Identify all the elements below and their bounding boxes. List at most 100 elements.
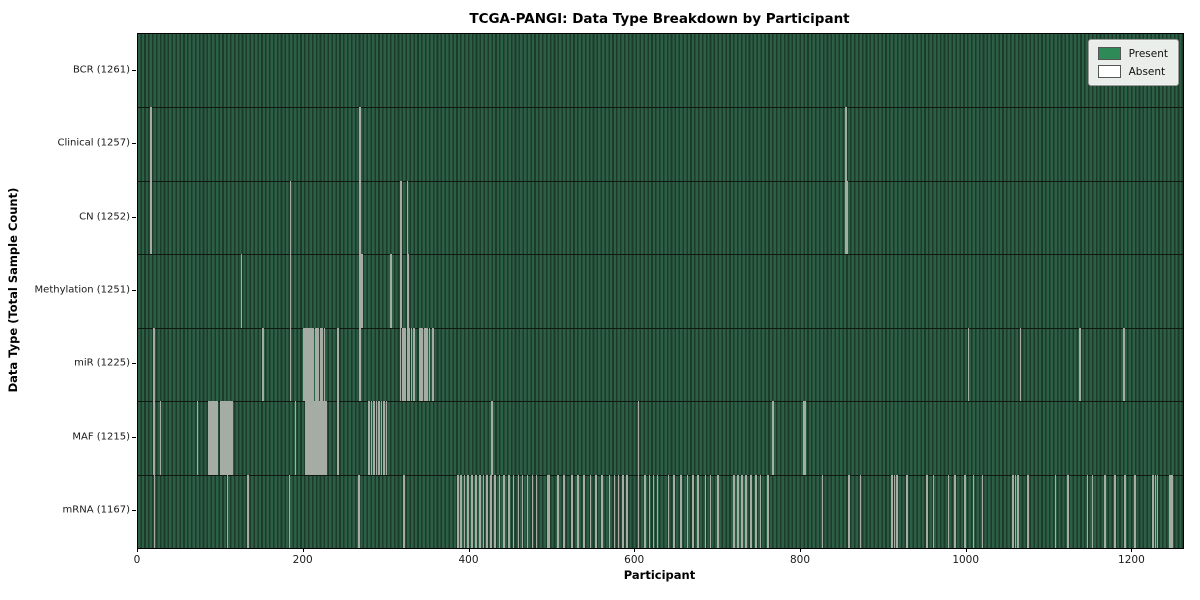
absent-mark-MAF xyxy=(221,401,224,475)
absent-mark-MAF xyxy=(214,401,216,475)
absent-mark-MAF xyxy=(318,401,321,475)
x-axis-label: Participant xyxy=(623,568,696,582)
absent-mark-mRNA xyxy=(482,474,485,548)
absent-mark-MAF xyxy=(491,401,493,475)
absent-mark-miR xyxy=(1079,327,1082,402)
legend-entry: Absent xyxy=(1097,65,1168,78)
absent-mark-mRNA xyxy=(1152,474,1154,548)
absent-mark-MAF xyxy=(771,401,774,475)
absent-mark-CN xyxy=(845,180,848,255)
absent-mark-miR xyxy=(323,327,326,402)
absent-mark-MAF xyxy=(215,401,218,475)
absent-mark-MAF xyxy=(159,401,162,475)
absent-mark-mRNA xyxy=(508,474,511,548)
absent-mark-miR xyxy=(404,327,407,402)
absent-mark-Clinical xyxy=(150,107,153,181)
absent-mark-mRNA xyxy=(1114,474,1116,548)
absent-mark-mRNA xyxy=(595,474,598,548)
absent-mark-MAF xyxy=(305,401,308,475)
absent-mark-mRNA xyxy=(457,474,459,548)
x-tick-label: 1200 xyxy=(1118,554,1145,566)
absent-mark-MAF xyxy=(210,401,213,475)
absent-mark-MAF xyxy=(323,401,326,475)
absent-mark-mRNA xyxy=(589,474,592,548)
x-tick-label: 0 xyxy=(133,554,141,566)
absent-mark-CN xyxy=(400,180,403,255)
absent-mark-miR xyxy=(413,327,415,402)
x-tick-mark xyxy=(137,548,138,552)
row-separator xyxy=(138,107,1183,109)
absent-mark-MAF xyxy=(325,401,327,475)
y-tick-label-mRNA: mRNA (1167) xyxy=(62,504,130,516)
absent-mark-mRNA xyxy=(717,474,719,548)
absent-mark-Methylation xyxy=(389,254,392,328)
absent-mark-CN xyxy=(406,180,409,255)
absent-mark-mRNA xyxy=(680,474,682,548)
x-tick-label: 1000 xyxy=(952,554,980,566)
absent-mark-MAF xyxy=(320,401,322,475)
absent-mark-mRNA xyxy=(403,474,405,548)
absent-mark-mRNA xyxy=(1156,474,1159,548)
absent-mark-miR xyxy=(418,327,421,402)
absent-mark-mRNA xyxy=(512,474,515,548)
absent-mark-MAF xyxy=(368,401,370,475)
absent-mark-MAF xyxy=(225,401,227,475)
absent-mark-MAF xyxy=(152,401,155,475)
absent-mark-mRNA xyxy=(891,474,893,548)
absent-mark-miR xyxy=(302,327,305,402)
absent-mark-mRNA xyxy=(358,474,361,548)
absent-mark-mRNA xyxy=(1168,474,1171,548)
absent-mark-mRNA xyxy=(1171,474,1174,548)
absent-mark-miR xyxy=(421,327,424,402)
absent-mark-mRNA xyxy=(767,474,769,548)
absent-mark-MAF xyxy=(313,401,316,475)
absent-mark-mRNA xyxy=(503,474,506,548)
absent-mark-Methylation xyxy=(289,254,292,328)
y-tick-mark xyxy=(132,436,136,438)
absent-mark-mRNA xyxy=(1012,474,1014,548)
absent-mark-miR xyxy=(312,327,315,402)
absent-mark-mRNA xyxy=(475,474,477,548)
absent-mark-MAF xyxy=(230,401,232,475)
absent-mark-Methylation xyxy=(359,254,361,328)
absent-mark-mRNA xyxy=(981,474,984,548)
absent-mark-mRNA xyxy=(608,474,611,548)
absent-mark-mRNA xyxy=(1124,474,1126,548)
absent-mark-mRNA xyxy=(1154,474,1157,548)
absent-mark-mRNA xyxy=(755,474,757,548)
x-tick-mark xyxy=(800,548,801,552)
x-tick-mark xyxy=(634,548,636,552)
absent-mark-MAF xyxy=(370,401,373,475)
absent-mark-mRNA xyxy=(471,474,473,548)
x-tick-mark xyxy=(302,548,304,552)
absent-mark-mRNA xyxy=(583,474,585,548)
absent-mark-mRNA xyxy=(972,474,975,548)
absent-mark-miR xyxy=(399,327,402,402)
absent-mark-mRNA xyxy=(526,474,529,548)
absent-mark-mRNA xyxy=(704,474,707,548)
absent-mark-MAF xyxy=(804,401,806,475)
absent-mark-mRNA xyxy=(737,474,739,548)
absent-mark-mRNA xyxy=(153,474,156,548)
x-tick-label: 800 xyxy=(789,554,811,566)
absent-mark-Clinical xyxy=(845,107,848,181)
y-tick-label-miR: miR (1225) xyxy=(74,357,130,369)
absent-mark-mRNA xyxy=(1134,474,1136,548)
x-tick-mark xyxy=(468,548,470,552)
absent-mark-CN xyxy=(150,180,153,255)
legend-label: Present xyxy=(1128,47,1168,60)
absent-mark-mRNA xyxy=(571,474,574,548)
absent-mark-mRNA xyxy=(954,474,956,548)
absent-mark-Methylation xyxy=(407,254,409,328)
absent-mark-mRNA xyxy=(848,474,850,548)
absent-mark-mRNA xyxy=(686,474,689,548)
absent-mark-Clinical xyxy=(359,107,361,181)
absent-mark-mRNA xyxy=(486,474,488,548)
row-separator xyxy=(138,327,1183,329)
absent-mark-miR xyxy=(316,327,318,402)
row-separator xyxy=(138,474,1183,476)
absent-mark-miR xyxy=(309,327,312,402)
y-tick-label-Clinical: Clinical (1257) xyxy=(57,137,131,149)
absent-mark-mRNA xyxy=(637,474,640,548)
absent-mark-mRNA xyxy=(613,474,616,548)
